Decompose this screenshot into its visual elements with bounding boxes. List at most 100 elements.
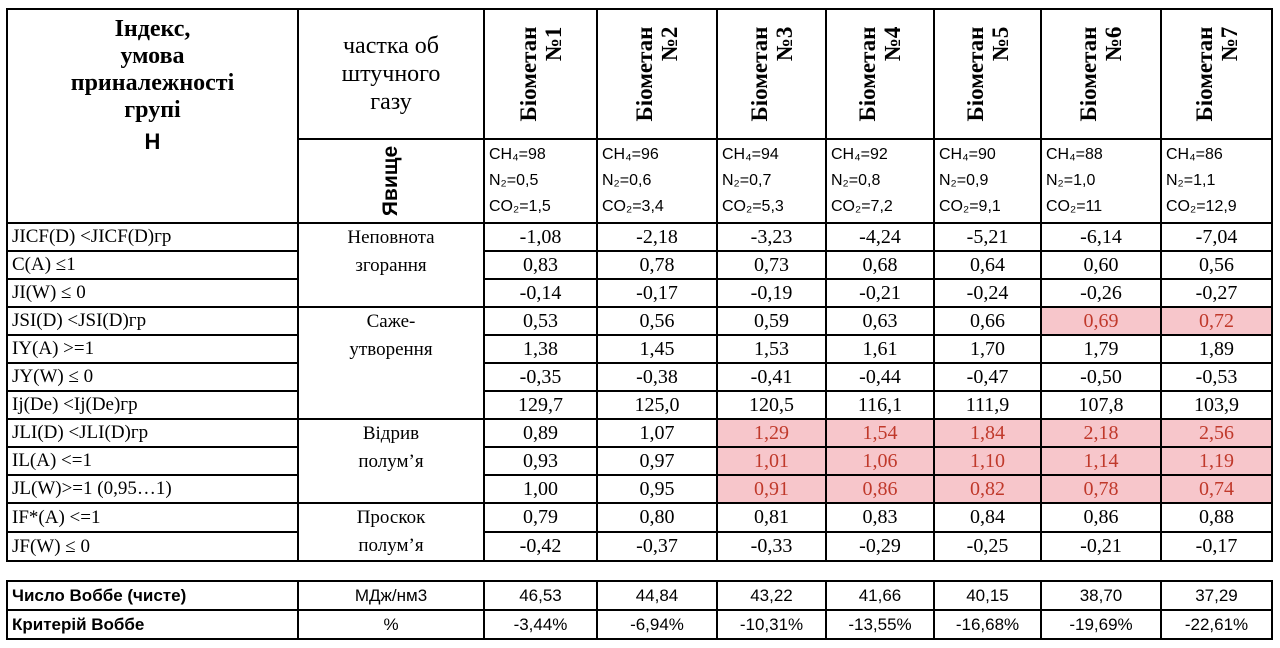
value-cell: 0,80 <box>596 502 718 533</box>
biomethane-name: Біометан <box>855 26 880 122</box>
group-label: Неповнота згорання <box>297 222 485 308</box>
biomethane-number: №6 <box>1101 26 1126 62</box>
phenomenon-label: Явище <box>379 145 402 217</box>
summary-value: 46,53 <box>483 580 598 611</box>
value-cell: 0,95 <box>596 474 718 504</box>
biomethane-header: Біометан №1 <box>483 8 598 140</box>
summary-value: 41,66 <box>825 580 935 611</box>
value-cell: 0,83 <box>483 250 598 280</box>
summary-value: 44,84 <box>596 580 718 611</box>
composition-co2: CO₂=7,2 <box>831 198 893 215</box>
value-cell: 1,53 <box>716 334 827 364</box>
header-row: Індекс, умова приналежності групі H частка об… <box>6 8 1273 224</box>
group-label-line: полум’я <box>358 535 424 556</box>
gas-composition: CH₄=96 N₂=0,6 CO₂=3,4 <box>596 138 718 224</box>
value-cell: 0,53 <box>483 306 598 336</box>
value-cell: 103,9 <box>1160 390 1273 420</box>
value-cell: 111,9 <box>933 390 1042 420</box>
table-row: IY(A) >=1 1,38 1,45 1,53 1,61 1,70 1,79 1,89 <box>6 334 1273 364</box>
index-header: Індекс, умова приналежності групі H <box>6 8 299 224</box>
index-header-line: приналежності <box>70 70 235 96</box>
biomethane-header: Біометан №4 <box>825 8 935 140</box>
table-row: JL(W)>=1 (0,95…1) 1,00 0,95 0,91 0,86 0,82 0,7… <box>6 474 1273 504</box>
summary-value: -3,44% <box>483 609 598 640</box>
value-cell: -0,21 <box>825 278 935 308</box>
summary-value: 40,15 <box>933 580 1042 611</box>
biomethane-name: Біометан <box>746 26 772 122</box>
gas-composition: CH₄=98 N₂=0,5 CO₂=1,5 <box>483 138 598 224</box>
biomethane-number: №5 <box>987 26 1013 62</box>
summary-value: 38,70 <box>1040 580 1162 611</box>
gas-composition: CH₄=92 N₂=0,8 CO₂=7,2 <box>825 138 935 224</box>
value-cell: -0,35 <box>483 362 598 392</box>
value-cell: 1,07 <box>596 418 718 448</box>
value-cell: 125,0 <box>596 390 718 420</box>
value-cell: 0,93 <box>483 446 598 476</box>
composition-n2: N₂=0,8 <box>831 172 881 189</box>
value-cell: 0,78 <box>1040 474 1162 504</box>
index-cell: Ij(De) <Ij(De)гр <box>6 390 299 420</box>
value-cell: 0,81 <box>716 502 827 533</box>
value-cell: 116,1 <box>825 390 935 420</box>
value-cell: -0,25 <box>933 531 1042 562</box>
value-cell: -0,41 <box>716 362 827 392</box>
biomethane-number: №2 <box>657 26 682 62</box>
index-header-line: Індекс, <box>114 16 191 42</box>
value-cell: 0,97 <box>596 446 718 476</box>
biomethane-name: Біометан <box>1191 26 1217 122</box>
value-cell: -0,33 <box>716 531 827 562</box>
biomethane-number: №1 <box>540 26 566 62</box>
index-cell: C(A) ≤1 <box>6 250 299 280</box>
comparison-table: Індекс, умова приналежності групі H частка об… <box>6 8 1273 562</box>
biomethane-name: Біометан <box>962 26 988 122</box>
value-cell: 1,54 <box>825 418 935 448</box>
table-row: IL(A) <=1 0,93 0,97 1,01 1,06 1,10 1,14 1,19 <box>6 446 1273 476</box>
index-cell: JLI(D) <JLI(D)гр <box>6 418 299 448</box>
value-cell: 1,10 <box>933 446 1042 476</box>
value-cell: 1,01 <box>716 446 827 476</box>
value-cell: -7,04 <box>1160 222 1273 252</box>
group-label-line: Неповнота <box>347 227 435 248</box>
value-cell: 1,06 <box>825 446 935 476</box>
biomethane-name: Біометан <box>515 26 541 122</box>
biomethane-number: №3 <box>771 26 797 62</box>
composition-co2: CO₂=12,9 <box>1166 198 1237 215</box>
gas-composition: CH₄=90 N₂=0,9 CO₂=9,1 <box>933 138 1042 224</box>
biomethane-header: Біометан №3 <box>716 8 827 140</box>
summary-value: -16,68% <box>933 609 1042 640</box>
summary-unit: МДж/нм3 <box>297 580 485 611</box>
value-cell: 0,56 <box>1160 250 1273 280</box>
value-cell: -3,23 <box>716 222 827 252</box>
value-cell: 1,29 <box>716 418 827 448</box>
group-label-line: Саже- <box>366 311 416 332</box>
value-cell: 1,14 <box>1040 446 1162 476</box>
summary-index: Число Воббе (чисте) <box>6 580 299 611</box>
biomethane-name: Біометан <box>632 26 657 122</box>
value-cell: 129,7 <box>483 390 598 420</box>
value-cell: 2,18 <box>1040 418 1162 448</box>
value-cell: -0,26 <box>1040 278 1162 308</box>
composition-co2: CO₂=1,5 <box>489 198 551 215</box>
index-cell: JY(W) ≤ 0 <box>6 362 299 392</box>
value-cell: -0,42 <box>483 531 598 562</box>
index-cell: IL(A) <=1 <box>6 446 299 476</box>
summary-value: -19,69% <box>1040 609 1162 640</box>
composition-n2: N₂=0,5 <box>489 172 539 189</box>
value-cell: 0,68 <box>825 250 935 280</box>
value-cell: -0,24 <box>933 278 1042 308</box>
table-row: JY(W) ≤ 0 -0,35 -0,38 -0,41 -0,44 -0,47 -0,50-… <box>6 362 1273 392</box>
index-cell: JL(W)>=1 (0,95…1) <box>6 474 299 504</box>
share-header-line: частка об <box>342 33 440 59</box>
composition-ch4: CH₄=86 <box>1166 146 1223 163</box>
value-cell: -6,14 <box>1040 222 1162 252</box>
value-cell: 1,45 <box>596 334 718 364</box>
summary-value: -22,61% <box>1160 609 1273 640</box>
summary-unit: % <box>297 609 485 640</box>
table-row: C(A) ≤1 0,83 0,78 0,73 0,68 0,64 0,60 0,56 <box>6 250 1273 280</box>
gas-composition: CH₄=86 N₂=1,1 CO₂=12,9 <box>1160 138 1273 224</box>
value-cell: 120,5 <box>716 390 827 420</box>
table-row: JSI(D) <JSI(D)гр Саже-утворення 0,53 0,56 0,… <box>6 306 1273 420</box>
value-cell: -0,53 <box>1160 362 1273 392</box>
value-cell: 0,72 <box>1160 306 1273 336</box>
group-label-line: полум’я <box>358 451 424 472</box>
